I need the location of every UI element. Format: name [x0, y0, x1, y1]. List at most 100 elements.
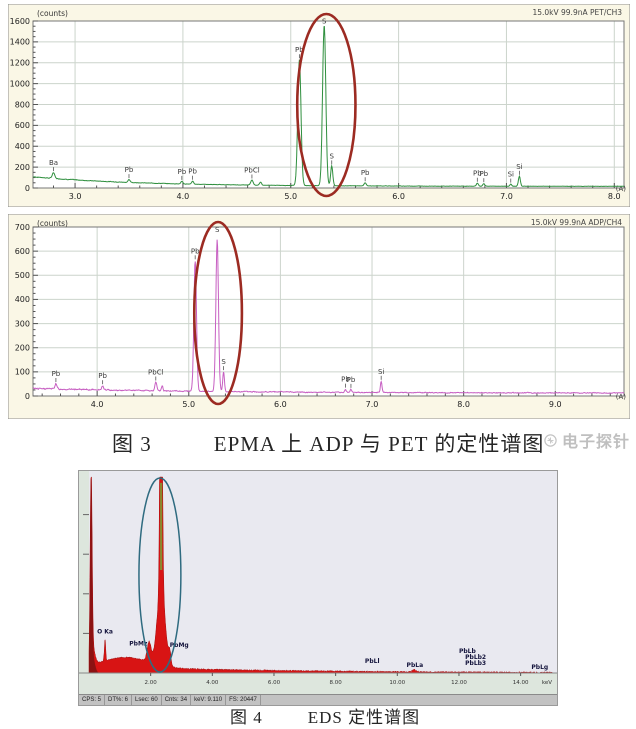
- y-tick-label: 500: [15, 271, 30, 280]
- status-cell: CPS: 5: [79, 695, 106, 705]
- peak-label: O Ka: [97, 628, 113, 635]
- x-tick-label: 10.00: [389, 680, 405, 686]
- watermark-text: 电子探针: [561, 434, 630, 451]
- y-tick-label: 1400: [10, 38, 30, 47]
- highlight-ellipse: [295, 12, 357, 198]
- peak-label: S: [221, 358, 226, 366]
- y-tick-label: 600: [15, 121, 30, 130]
- peak-label: Pb: [125, 166, 134, 174]
- figure4-caption: 图 4 EDS 定性谱图: [0, 702, 636, 728]
- peak-label: Pb: [98, 372, 107, 380]
- y-axis-label: (counts): [37, 9, 68, 18]
- y-tick-label: 1600: [10, 17, 30, 26]
- peak-label: PbLl: [365, 658, 380, 665]
- wds-pet-chart-panel: 0 200 400 600 800 1000 1200 1400 1600 3.0 4.0 5.0 6.…: [8, 4, 630, 207]
- status-cell: keV: 9.110: [191, 695, 227, 705]
- y-tick-label: 300: [15, 319, 30, 328]
- peak-label: Pb: [479, 170, 488, 178]
- wds-pet-spectrum-svg: 0 200 400 600 800 1000 1200 1400 1600 3.0 4.0 5.0 6.…: [8, 4, 630, 207]
- y-axis-label: (counts): [37, 219, 68, 228]
- y-tick-label: 1200: [10, 59, 30, 68]
- y-tick-label: 400: [15, 295, 30, 304]
- wds-adp-spectrum-svg: 0 100 200 300 400 500 600 700 4.0 5.0 6.0 7.0 8.0 9.0…: [8, 214, 630, 419]
- peak-label: PbCl: [148, 368, 164, 376]
- x-axis-unit: (A): [616, 393, 627, 401]
- figure3-number: 图 3: [112, 432, 152, 456]
- peak-label: PbLg: [531, 664, 548, 671]
- x-tick-label: 8.0: [608, 192, 621, 201]
- y-tick-label: 200: [15, 344, 30, 353]
- x-tick-label: 8.0: [457, 400, 470, 409]
- x-tick-label: 5.0: [182, 400, 195, 409]
- x-tick-label: 4.0: [91, 400, 104, 409]
- x-tick-label: 12.00: [451, 680, 467, 686]
- x-tick-label: 6.0: [274, 400, 287, 409]
- figure3-title: EPMA 上 ADP 与 PET 的定性谱图: [213, 432, 545, 456]
- peak-label: Pb: [347, 376, 356, 384]
- x-axis-unit: keV: [542, 680, 552, 686]
- x-tick-label: 7.0: [366, 400, 379, 409]
- y-tick-label: 600: [15, 247, 30, 256]
- status-cell: Lsec: 60: [132, 695, 162, 705]
- peak-label: PbMz: [129, 640, 148, 647]
- chart-title: 15.0kV 99.9nA PET/CH3: [532, 8, 622, 17]
- peak-label: PbLb2: [465, 654, 486, 661]
- eds-status-bar: CPS: 5 DT%: 6 Lsec: 60 Cnts: 34 keV: 9.110 FS…: [79, 694, 557, 705]
- watermark: 电子探针: [543, 428, 630, 452]
- watermark-logo-icon: [544, 433, 557, 447]
- peak-label: Si: [508, 171, 514, 179]
- y-tick-label: 800: [15, 100, 30, 109]
- plot-area: [33, 227, 624, 396]
- peak-label: PbLb3: [465, 660, 486, 667]
- x-tick-label: 8.00: [330, 680, 343, 686]
- peak-label: Pb: [191, 247, 200, 255]
- spectrum-trace: [32, 239, 625, 394]
- peak-label: PbCl: [244, 167, 260, 175]
- x-tick-label: 5.0: [284, 192, 297, 201]
- figure3-caption: 图 3 EPMA 上 ADP 与 PET 的定性谱图: [0, 424, 636, 462]
- peak-label: Pb: [188, 168, 197, 176]
- eds-chart-panel: O Ka PbMz PbMg PbLl PbLa PbLb PbLb2 PbLb3 PbLg 2.…: [78, 470, 558, 706]
- x-tick-label: 6.00: [268, 680, 281, 686]
- peak-label: PbLb: [459, 648, 477, 655]
- x-axis-unit: (A): [616, 185, 627, 193]
- figure4-number: 图 4: [230, 707, 263, 727]
- status-cell: FS: 20447: [226, 695, 261, 705]
- x-tick-label: 7.0: [500, 192, 513, 201]
- x-tick-label: 2.00: [145, 680, 158, 686]
- peak-label: S: [215, 226, 220, 234]
- peak-label: Pb: [295, 46, 304, 54]
- peak-label: Pb: [52, 370, 61, 378]
- peak-label: Pb: [341, 376, 350, 384]
- peak-label: Si: [516, 163, 522, 171]
- figure4-title: EDS 定性谱图: [307, 707, 421, 727]
- chart-title: 15.0kV 99.9nA ADP/CH4: [531, 218, 622, 227]
- x-tick-label: 6.0: [392, 192, 405, 201]
- peak-label: Pb: [361, 169, 370, 177]
- peak-label: S: [322, 18, 327, 26]
- y-tick-label: 100: [15, 368, 30, 377]
- status-cell: DT%: 6: [105, 695, 133, 705]
- peak-label: Pb: [473, 170, 482, 178]
- zero-peak: [89, 479, 100, 673]
- x-tick-label: 3.0: [69, 192, 82, 201]
- y-tick-label: 700: [15, 223, 30, 232]
- x-tick-label: 4.00: [206, 680, 219, 686]
- peak-label: PbLa: [407, 662, 424, 669]
- peak-label: PbMg: [170, 642, 189, 649]
- status-cell: Cnts: 34: [162, 695, 192, 705]
- y-tick-label: 0: [25, 392, 30, 401]
- spectrum-trace: [32, 25, 624, 188]
- x-tick-label: 4.0: [177, 192, 190, 201]
- peak-label: Si: [378, 368, 384, 376]
- peak-label: Pb: [177, 168, 186, 176]
- x-tick-label: 9.0: [549, 400, 562, 409]
- y-tick-label: 400: [15, 142, 30, 151]
- peak-label: S: [330, 152, 335, 160]
- y-tick-label: 1000: [10, 79, 30, 88]
- x-tick-label: 14.00: [513, 680, 529, 686]
- peak-label: Ba: [49, 159, 58, 167]
- highlight-ellipse: [192, 220, 244, 406]
